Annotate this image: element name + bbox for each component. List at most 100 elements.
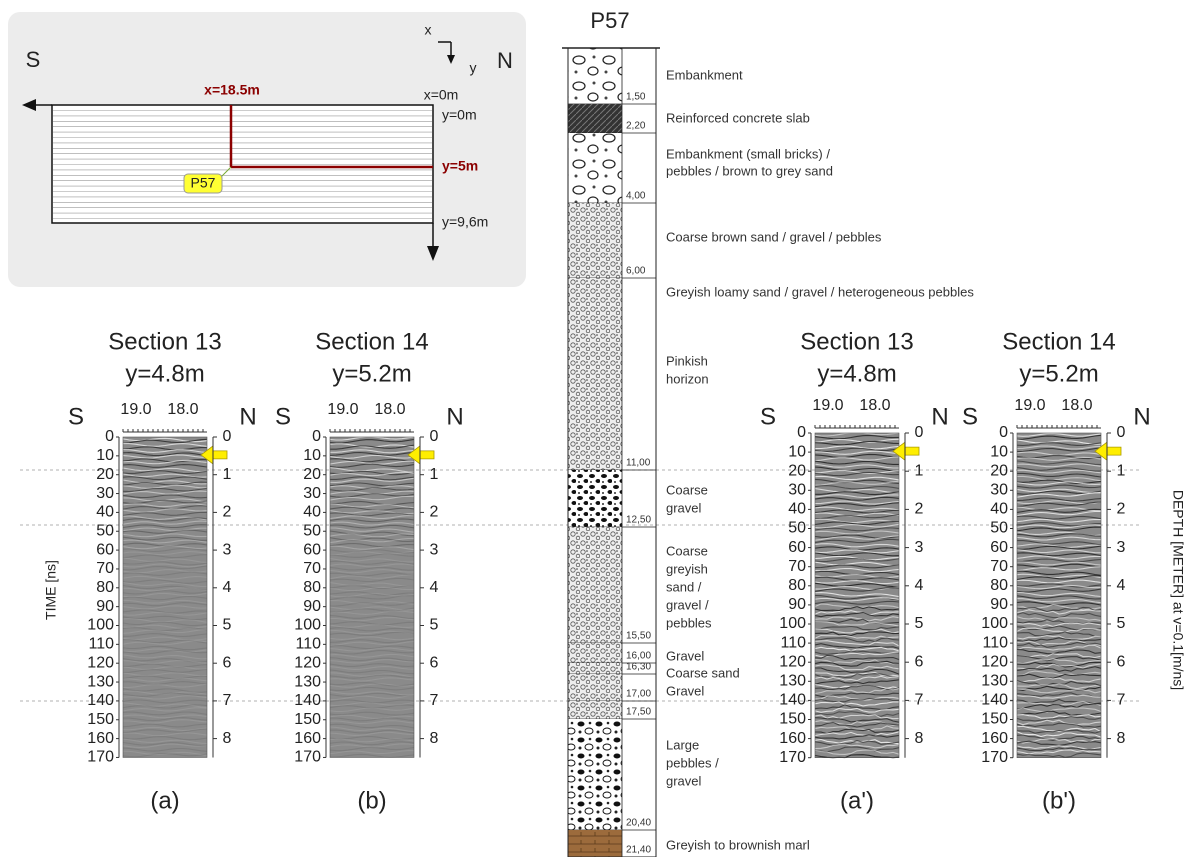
y-origin: y=0m: [442, 107, 477, 123]
reflection: [122, 752, 208, 758]
time-tick-label: 60: [96, 541, 114, 558]
reflection: [1017, 570, 1102, 576]
reflection: [122, 618, 208, 623]
reflection: [329, 653, 415, 658]
time-tick-label: 170: [294, 749, 321, 766]
reflection: [814, 749, 900, 755]
layer-description: Coarse brown sand / gravel / pebbles: [666, 229, 882, 244]
reflection: [122, 648, 208, 653]
reflection: [814, 453, 900, 458]
reflection: [1016, 510, 1101, 517]
reflection: [122, 545, 208, 550]
depth-label: 17,50: [626, 707, 651, 718]
reflection: [1016, 752, 1102, 758]
reflection: [122, 449, 208, 454]
reflection: [815, 450, 900, 455]
time-tick-label: 80: [990, 577, 1008, 594]
reflection: [814, 440, 900, 446]
depth-tick-label: 0: [430, 428, 439, 445]
south: S: [760, 403, 776, 430]
reflection: [814, 580, 900, 585]
depth-tick-label: 1: [223, 466, 232, 483]
reflection: [329, 636, 415, 641]
reflection: [329, 591, 414, 596]
site-map: P57 S N x y x=18.5m x=0m y=0m y=5m y=9,6…: [8, 12, 526, 287]
time-tick-label: 30: [788, 482, 806, 499]
reflection: [1016, 658, 1102, 665]
reflection: [122, 494, 208, 499]
reflection: [122, 452, 208, 457]
reflection: [329, 717, 415, 722]
layer: [568, 643, 622, 663]
depth-tick-label: 4: [430, 579, 439, 596]
reflection: [122, 672, 208, 677]
depth-tick-label: 1: [430, 466, 439, 483]
reflection: [814, 610, 900, 616]
radargram-frame: [814, 432, 900, 759]
reflection: [814, 521, 900, 526]
reflection: [329, 495, 415, 501]
layer-description: pebbles: [666, 615, 712, 630]
panel-caption: (b): [357, 787, 386, 814]
reflection: [329, 743, 415, 748]
reflection: [122, 497, 208, 503]
reflection: [1016, 685, 1102, 692]
reflection: [122, 473, 208, 478]
layer-description: Coarse: [666, 482, 708, 497]
reflection: [814, 660, 899, 667]
reflection: [814, 655, 900, 661]
reflection: [122, 750, 208, 756]
reflection: [1016, 524, 1102, 529]
time-tick-label: 130: [779, 673, 806, 690]
time-tick-label: 170: [87, 749, 114, 766]
section-title: Section 13: [800, 328, 913, 355]
layer-description: horizon: [666, 371, 709, 386]
reflection: [329, 512, 415, 517]
layer-description: gravel: [666, 773, 702, 788]
reflection: [814, 592, 900, 598]
reflection: [814, 488, 900, 494]
reflection: [1016, 683, 1102, 690]
reflection: [122, 520, 208, 525]
reflection: [814, 463, 899, 469]
time-tick-label: 140: [981, 692, 1008, 709]
reflection: [329, 645, 415, 650]
reflection: [329, 669, 415, 675]
reflection: [1016, 707, 1102, 713]
reflection: [122, 569, 208, 574]
time-tick-label: 150: [294, 711, 321, 728]
reflection: [122, 723, 208, 728]
layer: [568, 527, 622, 643]
reflection: [329, 454, 415, 459]
reflection: [122, 621, 208, 627]
reflection: [329, 530, 415, 537]
reflection: [814, 679, 900, 685]
time-tick-label: 0: [797, 424, 806, 441]
reflection: [329, 584, 415, 590]
map-lines: [53, 110, 432, 219]
reflection: [329, 438, 415, 444]
depth-tick-label: 6: [223, 654, 232, 671]
reflection: [329, 694, 415, 701]
time-tick-label: 140: [779, 692, 806, 709]
reflection: [1016, 526, 1102, 532]
reflection: [330, 444, 415, 450]
reflection: [814, 600, 900, 605]
reflection: [122, 529, 208, 534]
reflection: [122, 565, 208, 571]
label-box: [183, 173, 223, 194]
layer-description: Large: [666, 737, 699, 752]
reflection: [122, 459, 208, 465]
reflection: [122, 639, 208, 644]
depth-tick-label: 6: [1117, 653, 1126, 670]
depth-tick-label: 2: [223, 504, 232, 521]
time-axis-label: TIME [ns]: [43, 560, 59, 620]
reflection: [814, 538, 900, 544]
reflection: [329, 631, 415, 637]
north: N: [446, 403, 463, 430]
reflection: [1016, 475, 1102, 482]
reflection: [329, 707, 415, 713]
reflection: [814, 460, 899, 465]
reflection: [1016, 642, 1102, 648]
reflection: [122, 454, 208, 459]
